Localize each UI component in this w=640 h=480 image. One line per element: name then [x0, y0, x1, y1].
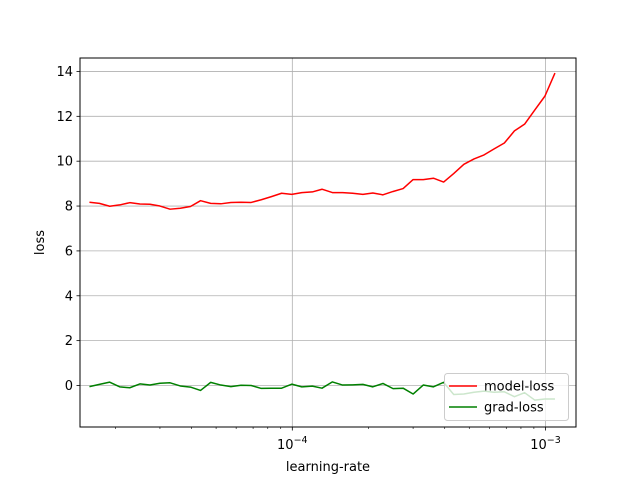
series-line-model-loss: [89, 72, 556, 210]
y-axis-label: loss: [33, 230, 48, 255]
y-tick-label: 6: [65, 244, 73, 259]
y-tick-label: 12: [56, 110, 73, 125]
y-tick-label: 10: [56, 155, 73, 170]
y-tick-label: 0: [65, 379, 73, 394]
plot-area-background: [80, 58, 576, 427]
x-tick-label: 10−4: [277, 435, 308, 453]
legend-label-model-loss: model-loss: [484, 380, 555, 395]
axis-ticks: 0 2 4 6 8 10 12 14 10−4 10−3: [56, 65, 560, 453]
x-tick-label: 10−3: [530, 435, 561, 453]
x-axis-label: learning-rate: [286, 460, 370, 475]
grid: [80, 58, 576, 427]
legend: model-loss grad-loss: [444, 373, 569, 421]
y-tick-label: 14: [56, 65, 73, 80]
y-tick-label: 2: [65, 334, 73, 349]
legend-label-grad-loss: grad-loss: [484, 401, 544, 416]
plot-frame: [79, 57, 577, 428]
y-tick-label: 4: [65, 289, 73, 304]
y-tick-label: 8: [65, 200, 73, 215]
